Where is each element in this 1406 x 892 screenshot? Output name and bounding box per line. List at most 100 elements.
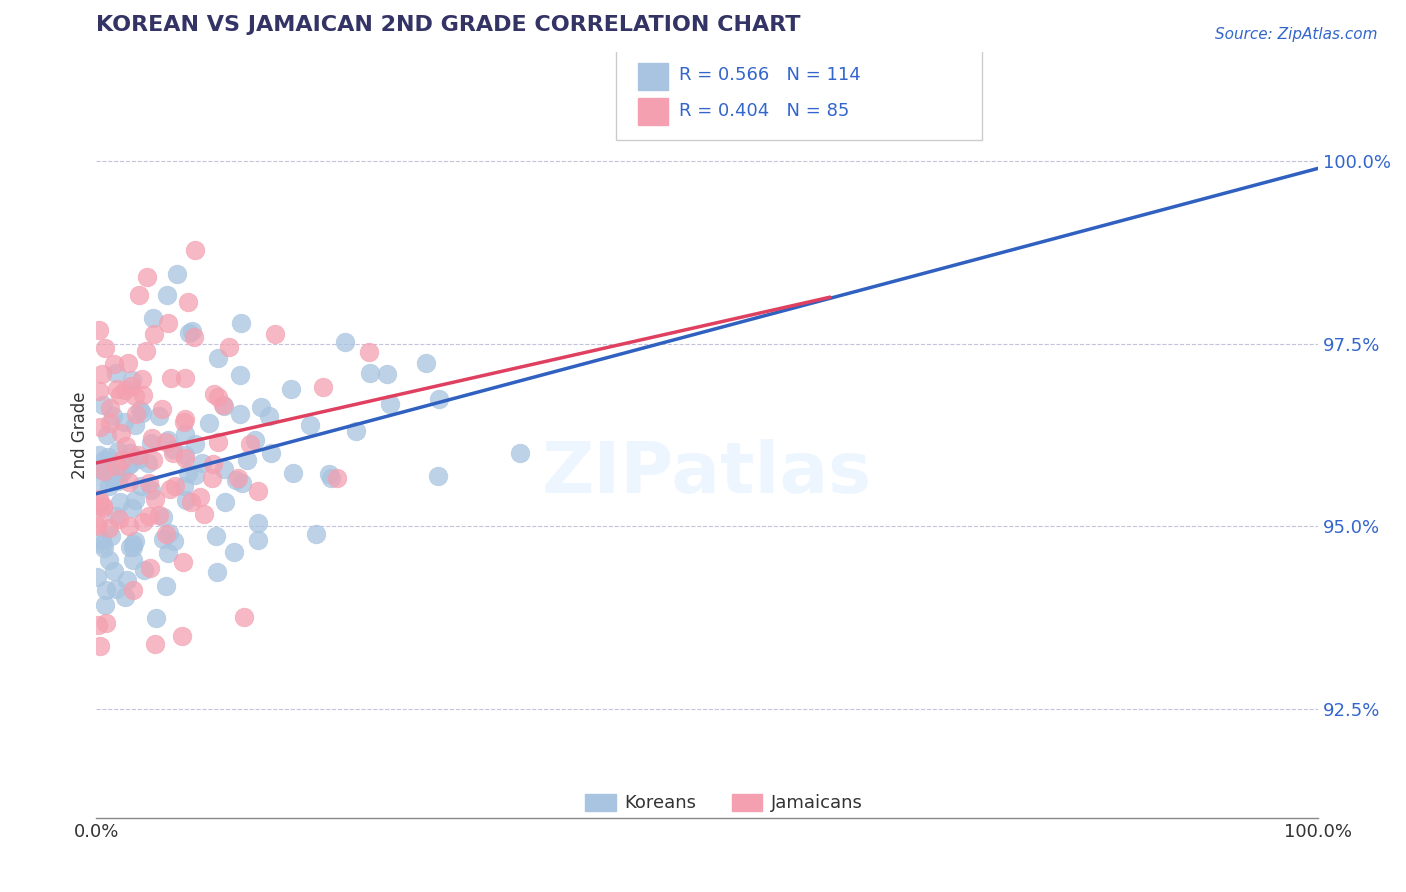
- Point: [87, 516, 110, 530]
- Point: [97, 479, 120, 493]
- Point: [170, 629, 193, 643]
- Point: [132, 515, 155, 529]
- Point: [246, 533, 269, 547]
- Point: [139, 561, 162, 575]
- Point: [131, 372, 153, 386]
- Point: [98, 416, 121, 430]
- Point: [141, 483, 163, 497]
- Point: [107, 443, 129, 458]
- Point: [212, 397, 235, 411]
- Point: [115, 439, 138, 453]
- Point: [148, 508, 170, 522]
- Point: [124, 389, 146, 403]
- Point: [184, 244, 207, 258]
- Point: [229, 368, 252, 383]
- Point: [122, 537, 145, 551]
- Point: [243, 433, 266, 447]
- Point: [180, 325, 202, 339]
- Point: [184, 437, 207, 451]
- Point: [117, 356, 139, 370]
- Bar: [637, 98, 668, 125]
- Point: [108, 512, 131, 526]
- Point: [162, 533, 184, 548]
- Point: [101, 409, 124, 423]
- Point: [93, 541, 115, 556]
- Point: [94, 616, 117, 631]
- Point: [260, 446, 283, 460]
- Point: [136, 269, 159, 284]
- Point: [104, 582, 127, 596]
- Point: [114, 590, 136, 604]
- Point: [110, 465, 132, 479]
- Point: [415, 356, 437, 370]
- Point: [87, 617, 110, 632]
- Point: [257, 409, 280, 423]
- Bar: [637, 63, 668, 90]
- Point: [176, 467, 198, 481]
- Point: [112, 415, 135, 429]
- Point: [120, 379, 142, 393]
- Y-axis label: 2nd Grade: 2nd Grade: [72, 392, 89, 479]
- Point: [86, 519, 108, 533]
- Point: [136, 457, 159, 471]
- Point: [150, 402, 173, 417]
- Point: [93, 459, 115, 474]
- Point: [152, 532, 174, 546]
- Point: [174, 370, 197, 384]
- Point: [207, 351, 229, 366]
- FancyBboxPatch shape: [616, 48, 983, 140]
- Point: [162, 445, 184, 459]
- Point: [87, 499, 110, 513]
- Point: [427, 392, 450, 407]
- Point: [124, 534, 146, 549]
- Point: [172, 556, 194, 570]
- Point: [152, 510, 174, 524]
- Point: [89, 496, 111, 510]
- Point: [114, 383, 136, 397]
- Point: [231, 475, 253, 490]
- Point: [93, 453, 115, 467]
- Point: [159, 370, 181, 384]
- Point: [138, 508, 160, 523]
- Point: [131, 407, 153, 421]
- Point: [110, 426, 132, 441]
- Text: ZIPatlas: ZIPatlas: [543, 439, 872, 508]
- Point: [233, 609, 256, 624]
- Point: [110, 387, 132, 401]
- Point: [142, 311, 165, 326]
- Point: [128, 288, 150, 302]
- Point: [155, 526, 177, 541]
- Point: [235, 453, 257, 467]
- Point: [326, 471, 349, 485]
- Point: [118, 446, 141, 460]
- Point: [155, 579, 177, 593]
- Point: [89, 323, 111, 337]
- Point: [157, 526, 180, 541]
- Point: [86, 569, 108, 583]
- Point: [201, 471, 224, 485]
- Point: [207, 435, 229, 450]
- Point: [155, 434, 177, 449]
- Point: [246, 516, 269, 530]
- Point: [359, 345, 381, 359]
- Point: [148, 409, 170, 424]
- Point: [264, 327, 287, 342]
- Point: [121, 500, 143, 515]
- Point: [247, 484, 270, 499]
- Point: [91, 533, 114, 547]
- Point: [188, 491, 211, 505]
- Point: [335, 335, 357, 350]
- Bar: [731, 794, 762, 811]
- Point: [100, 467, 122, 481]
- Point: [101, 472, 124, 486]
- Point: [132, 388, 155, 402]
- Point: [91, 367, 114, 381]
- Point: [143, 637, 166, 651]
- Point: [225, 473, 247, 487]
- Point: [226, 470, 249, 484]
- Point: [121, 540, 143, 554]
- Point: [239, 437, 262, 451]
- Point: [97, 450, 120, 465]
- Point: [162, 442, 184, 456]
- Point: [344, 425, 367, 439]
